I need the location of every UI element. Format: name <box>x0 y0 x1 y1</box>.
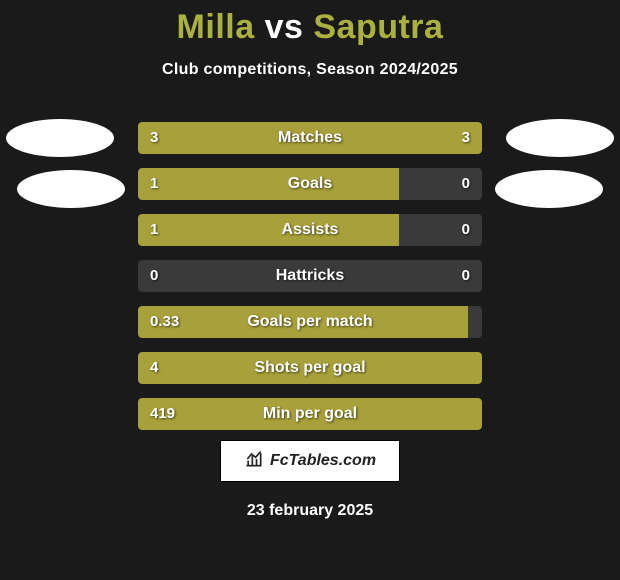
comparison-title: Milla vs Saputra <box>0 0 620 47</box>
player2-avatar-bottom <box>495 170 603 208</box>
stat-bar: Matches3 3 <box>138 122 482 154</box>
stat-value-right: 3 <box>462 122 470 154</box>
stat-label: Min per goal <box>138 398 482 430</box>
stat-value-left: 0.33 <box>150 306 179 338</box>
stat-value-left: 419 <box>150 398 175 430</box>
subtitle: Club competitions, Season 2024/2025 <box>0 61 620 79</box>
player1-avatar-bottom <box>17 170 125 208</box>
stat-value-right: 0 <box>462 260 470 292</box>
player1-name: Milla <box>177 8 255 46</box>
stat-label: Matches <box>138 122 482 154</box>
vs-text: vs <box>265 8 304 46</box>
date-text: 23 february 2025 <box>0 502 620 520</box>
player1-avatar-top <box>6 119 114 157</box>
stat-label: Goals per match <box>138 306 482 338</box>
stat-bar: Goals1 0 <box>138 168 482 200</box>
stat-bar: Min per goal419 <box>138 398 482 430</box>
stat-label: Goals <box>138 168 482 200</box>
stat-bar: Hattricks0 0 <box>138 260 482 292</box>
stat-bar: Shots per goal4 <box>138 352 482 384</box>
stat-value-right: 0 <box>462 214 470 246</box>
stat-value-left: 1 <box>150 214 158 246</box>
stat-value-right: 0 <box>462 168 470 200</box>
branding-text: FcTables.com <box>270 452 376 470</box>
stat-value-left: 3 <box>150 122 158 154</box>
stat-label: Hattricks <box>138 260 482 292</box>
stat-value-left: 1 <box>150 168 158 200</box>
player2-name: Saputra <box>313 8 443 46</box>
branding-badge: FcTables.com <box>220 440 400 482</box>
stat-bar: Goals per match0.33 <box>138 306 482 338</box>
stat-value-left: 0 <box>150 260 158 292</box>
stat-bars: Matches33Goals10Assists10Hattricks00Goal… <box>138 122 482 444</box>
stat-bar: Assists1 0 <box>138 214 482 246</box>
stat-label: Shots per goal <box>138 352 482 384</box>
chart-icon <box>244 449 264 474</box>
stat-label: Assists <box>138 214 482 246</box>
stat-value-left: 4 <box>150 352 158 384</box>
player2-avatar-top <box>506 119 614 157</box>
